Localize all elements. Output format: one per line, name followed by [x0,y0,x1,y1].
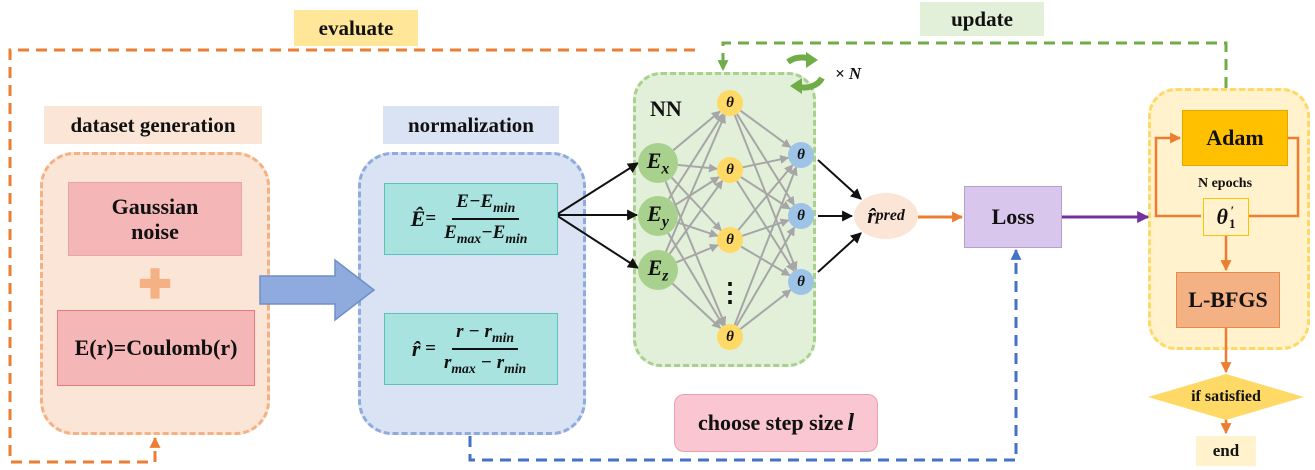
input-node-y: Ey [638,196,678,236]
lbfgs-box: L-BFGS [1176,272,1280,328]
update-loop-line [717,41,1228,88]
e-normalization-equation: Ê = E−Emin Emax−Emin [384,183,558,255]
theta-node-hidden2: θ [788,269,814,295]
theta-prime-box: θ ′ 1 [1203,198,1249,236]
nn-edge-hidden1-hidden2 [737,164,794,231]
e-fraction: E−Emin Emax−Emin [444,191,528,246]
nn-edge-hidden1-hidden2 [742,154,790,169]
big-flow-arrow [259,258,376,322]
nn-edge-input-hidden1 [667,232,725,327]
nn-edge-hidden1-hidden2 [739,289,792,330]
n-epochs-label: N epochs [1197,176,1253,191]
theta-node-hidden1: θ [717,90,743,116]
step-size-loop-line [468,248,1022,462]
evaluate-label: evaluate [294,10,418,46]
if-satisfied-label: if satisfied [1191,388,1261,405]
gaussian-noise-box: Gaussian noise [68,182,242,256]
coulomb-box: E(r)=Coulomb(r) [57,310,255,386]
theta-node-hidden1: θ [717,157,743,183]
input-node-x: Ex [638,143,678,183]
nn-edge-hidden1-hidden2 [733,166,798,326]
more-nodes-ellipsis: ⋮ [717,278,743,307]
adam-box: Adam [1182,110,1288,166]
nn-edge-hidden1-hidden2 [740,245,791,277]
end-box: end [1196,436,1256,466]
repeat-icon [786,52,825,94]
theta-node-hidden1: θ [717,227,743,253]
update-label: update [920,2,1044,36]
nn-edge-hidden1-hidden2 [741,218,790,237]
theta-node-hidden2: θ [788,203,814,229]
loop-right-line [1233,136,1300,222]
loss-box: Loss [964,186,1062,248]
nn-edge-hidden1-hidden2 [739,109,792,149]
nn-edge-input-hidden1 [664,114,726,253]
times-n-label: × N [835,64,862,83]
nn-edge-input-hidden1 [668,179,724,255]
gaussian-noise-line1: Gaussian [111,193,199,219]
nn-edge-input-hidden1 [676,243,719,264]
nn-edge-input-hidden1 [671,282,722,329]
normalization-label: normalization [383,106,559,144]
step-size-symbol: l [847,409,855,436]
if-satisfied-diamond [1148,374,1304,420]
nn-edge-input-hidden1 [677,163,718,173]
nn-edge-input-hidden1 [676,221,719,238]
nn-edge-input-hidden1 [672,110,721,151]
prediction-node: r̂ pred [854,193,918,239]
nn-edge-hidden1-hidden2 [735,226,796,327]
nn-edge-input-hidden1 [674,176,720,207]
r-normalization-equation: r̂ = r − rmin rmax − rmin [384,313,558,385]
nn-edge-hidden1-hidden2 [736,180,795,272]
loop-left-line [1154,132,1201,218]
plus-icon: ✚ [138,261,172,307]
gaussian-noise-line2: noise [131,219,179,244]
theta-node-hidden2: θ [788,142,814,168]
input-node-z: Ez [638,250,678,290]
nn-edge-input-hidden1 [667,113,724,200]
e-hat-symbol: Ê [410,206,426,231]
evaluate-loop-line [8,48,695,464]
r-hat-symbol: r̂ [411,336,421,361]
nn-edge-hidden1-hidden2 [736,113,795,206]
r-fraction: r − rmin rmax − rmin [443,321,527,376]
nn-edge-input-hidden1 [670,176,722,232]
nn-label: NN [650,96,682,121]
dataset-generation-label: dataset generation [44,106,262,144]
choose-step-size-box: choose step size l [674,394,878,452]
theta-node-hidden1: θ [717,324,743,350]
